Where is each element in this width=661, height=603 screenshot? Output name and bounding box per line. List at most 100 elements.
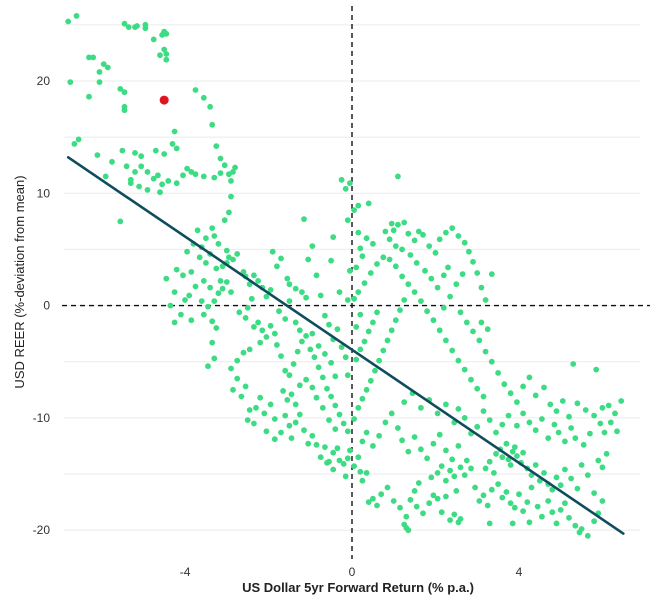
data-point	[244, 304, 251, 311]
data-point	[432, 249, 439, 256]
data-point	[322, 351, 328, 357]
data-point	[572, 435, 579, 441]
data-point	[461, 415, 468, 421]
data-point	[355, 289, 362, 295]
data-point	[163, 56, 170, 63]
data-point	[397, 504, 403, 511]
data-point	[152, 147, 159, 154]
data-point	[420, 231, 426, 238]
data-point	[228, 193, 234, 200]
data-point	[194, 227, 201, 234]
data-point	[138, 153, 145, 160]
data-point	[340, 420, 347, 427]
data-point	[587, 430, 593, 437]
data-point	[514, 453, 520, 459]
data-point	[230, 386, 236, 393]
data-point	[363, 470, 370, 476]
data-point	[478, 319, 485, 326]
data-point	[188, 169, 195, 175]
data-point	[484, 502, 491, 509]
data-point	[251, 324, 257, 330]
data-point	[426, 243, 433, 250]
data-point	[257, 394, 264, 401]
data-point	[173, 266, 180, 273]
data-point	[449, 225, 456, 232]
data-point	[532, 392, 539, 399]
data-point	[418, 298, 424, 304]
data-point	[457, 464, 464, 471]
data-point	[357, 468, 364, 475]
data-point	[136, 183, 143, 190]
data-point	[269, 248, 276, 255]
data-point	[303, 376, 309, 383]
data-point	[447, 517, 453, 523]
data-point	[73, 13, 80, 19]
data-point	[288, 435, 295, 441]
data-point	[309, 384, 316, 391]
data-point	[370, 495, 376, 502]
data-point	[493, 429, 499, 436]
data-point	[192, 283, 199, 290]
y-tick-label: -10	[33, 411, 51, 425]
data-point	[209, 121, 216, 128]
data-point	[305, 256, 312, 263]
data-point	[134, 23, 140, 29]
data-point	[203, 260, 209, 266]
data-point	[180, 172, 186, 179]
data-point	[374, 309, 380, 316]
data-point	[234, 357, 241, 364]
y-tick-label: 10	[37, 186, 51, 200]
data-point	[591, 412, 597, 419]
data-point	[200, 173, 207, 180]
data-point	[127, 180, 134, 187]
data-point	[334, 326, 341, 333]
data-point	[219, 285, 226, 292]
data-point	[332, 402, 339, 409]
data-point	[411, 488, 418, 494]
data-point	[303, 333, 309, 339]
data-point	[392, 317, 399, 324]
data-point	[332, 373, 339, 380]
data-point	[144, 169, 151, 175]
data-point	[169, 141, 176, 147]
data-point	[532, 427, 539, 434]
data-point	[488, 271, 495, 277]
data-point	[557, 507, 564, 513]
data-point	[411, 434, 418, 440]
data-point	[459, 271, 466, 277]
data-point	[161, 151, 168, 157]
data-point	[340, 461, 347, 467]
data-points	[65, 13, 625, 539]
data-point	[382, 228, 389, 235]
data-point	[511, 444, 518, 450]
data-point	[209, 225, 216, 232]
data-point	[94, 152, 101, 159]
data-point	[555, 429, 562, 436]
data-point	[599, 404, 606, 411]
data-point	[219, 263, 226, 270]
data-point	[192, 87, 199, 93]
data-point	[534, 503, 541, 510]
data-point	[434, 495, 441, 502]
data-point	[370, 240, 376, 247]
data-point	[363, 386, 370, 393]
data-point	[407, 496, 414, 503]
data-point	[480, 408, 487, 414]
data-point	[226, 209, 232, 216]
data-point	[466, 248, 472, 255]
data-point	[507, 462, 514, 468]
data-point	[267, 287, 274, 293]
data-point	[109, 158, 115, 165]
data-point	[574, 485, 581, 492]
data-point	[399, 437, 405, 444]
reference-lines	[62, 6, 650, 559]
data-point	[288, 391, 295, 398]
data-point	[163, 51, 170, 57]
data-point	[451, 473, 458, 480]
data-point	[207, 103, 214, 110]
data-point	[495, 370, 501, 376]
data-point	[184, 165, 191, 172]
data-point	[311, 354, 318, 361]
data-point	[390, 227, 397, 234]
data-point	[75, 136, 82, 143]
